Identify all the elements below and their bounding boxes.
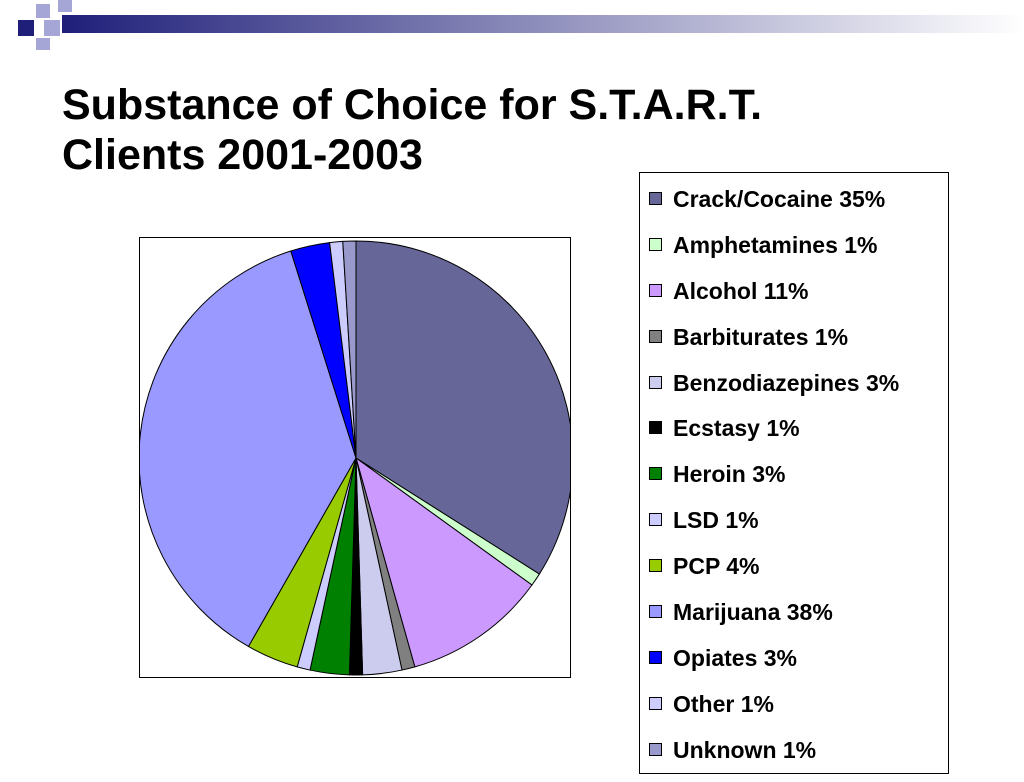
deco-square	[44, 20, 60, 36]
legend-item: Marijuana 38%	[649, 598, 948, 644]
pie-slice-unknown	[342, 240, 357, 459]
legend-swatch	[649, 650, 662, 664]
legend-swatch	[649, 513, 662, 527]
legend-label: LSD 1%	[673, 507, 759, 534]
legend-label: Crack/Cocaine 35%	[673, 186, 886, 212]
legend-label: Alcohol 11%	[673, 277, 809, 304]
legend-item: LSD 1%	[649, 506, 948, 552]
legend-item: Unknown 1%	[649, 736, 948, 782]
slide-title-line-2: Clients 2001-2003	[62, 131, 423, 179]
legend-item: Amphetamines 1%	[649, 231, 948, 277]
legend-label: Amphetamines 1%	[673, 231, 878, 258]
header-decoration	[18, 0, 1024, 50]
legend-label: Barbiturates 1%	[673, 323, 849, 350]
legend-label: Unknown 1%	[673, 736, 817, 763]
legend-item: Benzodiazepines 3%	[649, 369, 948, 415]
legend-swatch	[649, 696, 662, 710]
legend-label: Marijuana 38%	[673, 599, 833, 626]
legend-swatch	[649, 421, 662, 435]
pie-slice-marijuana	[140, 250, 357, 648]
legend-swatch	[649, 329, 662, 343]
legend-swatch	[649, 467, 662, 481]
deco-square	[36, 38, 50, 50]
legend-swatch	[649, 283, 662, 297]
pie-chart	[140, 240, 570, 676]
legend-swatch	[649, 237, 662, 251]
legend-item: PCP 4%	[649, 552, 948, 598]
legend-item: Heroin 3%	[649, 460, 948, 506]
legend-label: Opiates 3%	[673, 644, 797, 671]
legend-item: Alcohol 11%	[649, 277, 948, 323]
deco-square	[58, 0, 72, 12]
legend-swatch	[649, 605, 662, 619]
header-band	[62, 15, 1024, 33]
slide-title: Substance of Choice for S.T.A.R.T. Clien…	[62, 80, 762, 180]
pie-slice-crack-cocaine	[355, 240, 570, 575]
deco-square	[18, 20, 34, 36]
legend-item: Other 1%	[649, 690, 948, 736]
legend-label: Other 1%	[673, 690, 774, 717]
legend-label: Heroin 3%	[673, 461, 786, 488]
legend-label: PCP 4%	[673, 553, 760, 580]
chart-legend: Crack/Cocaine 35% Amphetamines 1% Alcohol …	[639, 172, 949, 774]
pie-slice-alcohol	[355, 456, 533, 668]
pie-chart-plot-area	[139, 237, 571, 678]
legend-label: Benzodiazepines 3%	[673, 369, 900, 396]
legend-item: Opiates 3%	[649, 644, 948, 690]
legend-swatch	[649, 742, 662, 756]
legend-swatch	[649, 559, 662, 573]
legend-swatch	[649, 192, 662, 205]
legend-item: Crack/Cocaine 35%	[649, 185, 948, 231]
legend-item: Barbiturates 1%	[649, 323, 948, 369]
legend-label: Ecstasy 1%	[673, 415, 800, 442]
deco-square	[36, 4, 50, 18]
legend-item: Ecstasy 1%	[649, 414, 948, 460]
slide-title-line-1: Substance of Choice for S.T.A.R.T.	[62, 81, 763, 129]
legend-swatch	[649, 375, 662, 389]
